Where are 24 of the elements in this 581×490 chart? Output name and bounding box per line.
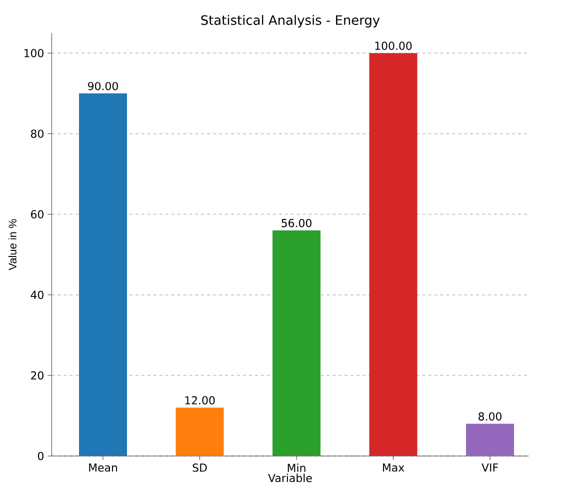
y-tick-label: 40 [30, 290, 44, 299]
data-label: 100.00 [375, 42, 412, 50]
data-label: 12.00 [185, 396, 215, 404]
x-axis-title: Variable [268, 474, 312, 482]
bar [176, 408, 224, 456]
y-tick-label: 20 [31, 371, 44, 380]
bar [466, 424, 514, 456]
chart-title: Statistical Analysis - Energy [201, 14, 380, 28]
bar [369, 53, 418, 456]
bar [272, 230, 321, 456]
data-label: 90.00 [88, 82, 118, 90]
data-label: 8.00 [478, 412, 502, 421]
y-tick-label: 80 [31, 130, 44, 138]
y-tick-label: 100 [24, 49, 44, 58]
x-tick-label: VIF [482, 464, 498, 472]
data-label: 56.00 [282, 218, 312, 228]
x-tick-label: SD [192, 464, 207, 472]
x-tick-label: Max [383, 464, 404, 472]
bar [79, 93, 127, 456]
y-tick-label: 60 [31, 210, 44, 218]
x-tick-label: Min [288, 464, 306, 472]
y-tick-label: 0 [38, 452, 44, 460]
x-tick-label: Mean [89, 464, 117, 472]
y-axis-title: Value in % [8, 219, 16, 270]
